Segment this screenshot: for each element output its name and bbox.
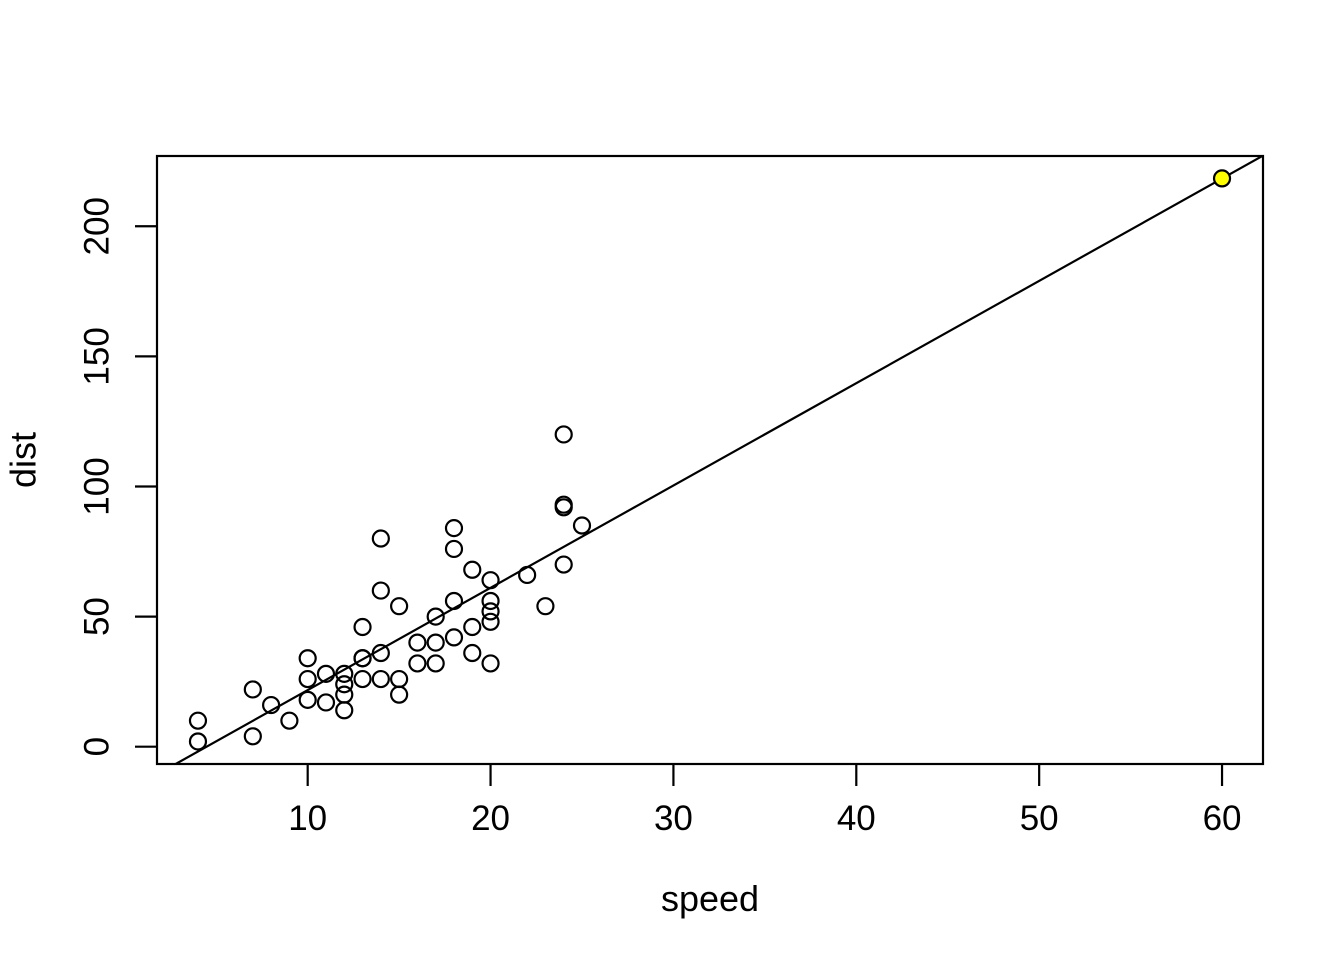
data-point — [536, 597, 555, 616]
data-point — [554, 495, 573, 514]
highlighted-point — [1212, 169, 1232, 188]
data-point — [390, 669, 409, 689]
y-axis-title: dist — [3, 432, 44, 488]
data-point — [298, 669, 317, 689]
data-point — [353, 669, 372, 689]
data-point — [426, 633, 445, 652]
data-point — [426, 654, 445, 673]
plot-box — [155, 154, 1265, 766]
data-point — [335, 701, 354, 720]
data-point — [572, 516, 592, 535]
data-point — [444, 539, 464, 559]
x-tick-label: 10 — [288, 799, 327, 838]
data-point — [335, 675, 354, 694]
data-point — [188, 711, 208, 730]
data-point — [518, 565, 537, 585]
data-point — [316, 693, 336, 712]
data-point — [335, 664, 354, 683]
data-point — [335, 685, 354, 704]
data-point — [463, 560, 482, 579]
data-point — [243, 727, 262, 746]
data-point — [463, 617, 482, 637]
data-point — [408, 654, 427, 673]
data-point — [298, 649, 317, 668]
x-tick-label: 20 — [471, 799, 510, 838]
data-point — [481, 612, 500, 631]
x-tick-label: 30 — [654, 799, 693, 838]
data-point — [371, 529, 390, 548]
data-point — [390, 685, 409, 704]
data-point — [408, 633, 427, 652]
regression-line — [173, 156, 1263, 764]
data-point — [390, 597, 409, 616]
data-point — [353, 649, 372, 668]
data-point — [280, 711, 299, 730]
data-point — [371, 643, 390, 663]
data-point — [554, 425, 573, 444]
y-tick-label: 100 — [78, 457, 117, 515]
y-tick-label: 50 — [78, 597, 117, 636]
data-point — [243, 680, 262, 699]
data-point — [298, 690, 317, 709]
data-point — [426, 607, 445, 626]
data-point — [463, 643, 482, 663]
data-point — [444, 628, 464, 647]
data-point — [444, 519, 464, 538]
x-tick-label: 50 — [1020, 799, 1059, 838]
data-point — [353, 617, 372, 637]
data-point — [481, 654, 500, 673]
data-point — [481, 571, 500, 590]
x-tick-label: 60 — [1203, 799, 1242, 838]
data-point — [371, 581, 390, 600]
data-point — [188, 732, 208, 751]
y-tick-label: 200 — [78, 197, 117, 255]
data-point — [554, 555, 573, 574]
x-tick-label: 40 — [837, 799, 876, 838]
data-point — [262, 695, 281, 715]
data-point — [444, 591, 464, 611]
data-point — [481, 591, 500, 611]
y-tick-label: 150 — [78, 327, 117, 385]
x-axis-title: speed — [661, 878, 759, 919]
chart-root: 10 20 30 40 50 60 0 50 100 150 200 — [78, 154, 1265, 838]
data-point — [371, 669, 390, 689]
data-point — [481, 602, 500, 621]
data-point — [316, 664, 336, 683]
y-tick-label: 0 — [78, 737, 117, 756]
